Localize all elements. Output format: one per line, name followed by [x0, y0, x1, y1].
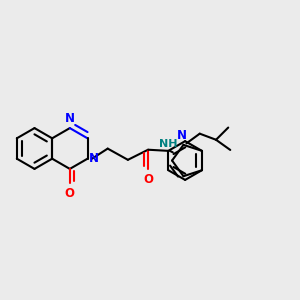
Text: O: O	[65, 187, 75, 200]
Text: O: O	[143, 173, 153, 186]
Text: N: N	[65, 112, 75, 125]
Text: N: N	[89, 152, 99, 165]
Text: N: N	[177, 130, 187, 142]
Text: NH: NH	[159, 139, 178, 149]
